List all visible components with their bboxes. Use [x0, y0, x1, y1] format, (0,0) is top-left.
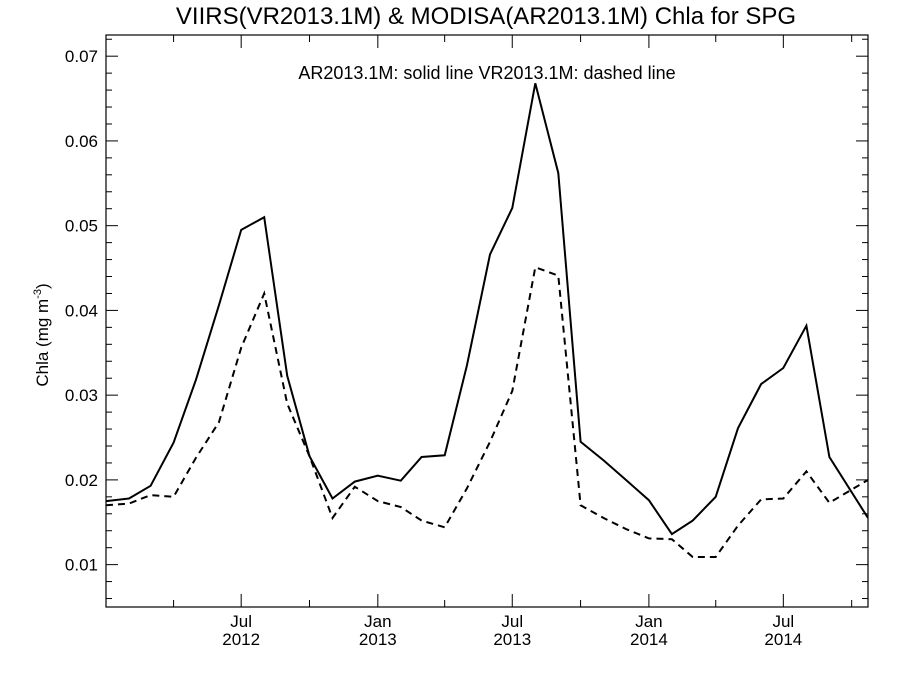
x-tick-label-month: Jan [635, 612, 662, 631]
y-axis-label: Chla (mg m-3) [32, 283, 52, 386]
y-tick-label: 0.06 [65, 132, 98, 151]
x-tick-label-month: Jul [230, 612, 252, 631]
y-tick-label: 0.01 [65, 556, 98, 575]
y-tick-label: 0.03 [65, 386, 98, 405]
y-tick-label: 0.04 [65, 301, 98, 320]
y-axis: 0.01 0.02 0.03 0.04 0.05 0.06 0.07 [65, 38, 868, 600]
x-tick-label-year: 2013 [493, 630, 531, 649]
chart-title: VIIRS(VR2013.1M) & MODISA(AR2013.1M) Chl… [176, 3, 796, 30]
series-solid-line [106, 83, 868, 536]
x-tick-label-year: 2012 [222, 630, 260, 649]
x-tick-label-month: Jan [364, 612, 391, 631]
y-axis-label-close: ) [33, 283, 52, 289]
series-dashed-line [106, 265, 868, 558]
x-tick-label-year: 2014 [764, 630, 802, 649]
plot-frame [105, 34, 869, 608]
y-axis-label-unit-exponent: -3 [32, 289, 44, 299]
x-tick-label-year: 2014 [630, 630, 668, 649]
x-tick-label-month: Jul [501, 612, 523, 631]
y-axis-label-main: Chla (mg m [33, 299, 52, 387]
y-tick-label: 0.07 [65, 47, 98, 66]
x-tick-label-year: 2013 [359, 630, 397, 649]
y-tick-label: 0.02 [65, 471, 98, 490]
legend-annotation: AR2013.1M: solid line VR2013.1M: dashed … [298, 63, 675, 83]
x-tick-label-month: Jul [772, 612, 794, 631]
y-tick-label: 0.05 [65, 217, 98, 236]
plot-area [105, 34, 869, 608]
series-layer [106, 83, 868, 558]
